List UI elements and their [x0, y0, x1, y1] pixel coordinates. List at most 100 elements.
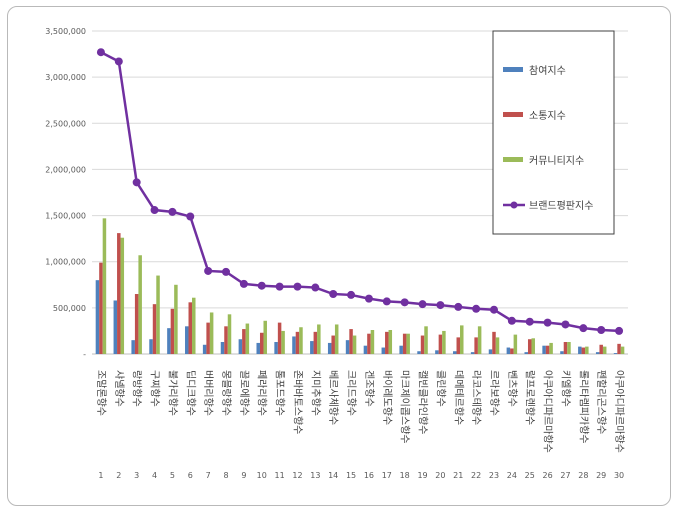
- legend-label: 브랜드평판지수: [529, 200, 593, 212]
- bar-소통지수: [492, 331, 496, 354]
- x-index-label: 2: [116, 471, 121, 480]
- x-index-label: 17: [382, 471, 392, 480]
- bar-커뮤니티지수: [549, 342, 553, 354]
- x-category-label: 롤리타렘피카향수: [577, 370, 589, 444]
- bar-소통지수: [599, 344, 603, 354]
- bar-소통지수: [117, 233, 121, 354]
- bar-커뮤니티지수: [245, 323, 250, 354]
- x-index-label: 10: [257, 471, 267, 480]
- x-index-label: 25: [525, 471, 535, 480]
- bar-참여지수: [417, 351, 421, 354]
- point-브랜드평판지수: [490, 305, 498, 314]
- y-tick-label: 3,000,000: [45, 73, 86, 82]
- x-category-label: 구찌향수: [149, 370, 161, 407]
- bar-커뮤니티지수: [263, 320, 267, 354]
- bar-커뮤니티지수: [620, 346, 625, 354]
- x-category-label: 르라보향수: [488, 370, 500, 416]
- bar-소통지수: [617, 343, 621, 354]
- legend-box: [492, 30, 615, 235]
- point-브랜드평판지수: [150, 206, 159, 215]
- bar-소통지수: [456, 337, 461, 354]
- bar-커뮤니티지수: [156, 275, 160, 354]
- point-브랜드평판지수: [204, 266, 213, 275]
- point-브랜드평판지수: [436, 301, 445, 310]
- point-브랜드평판지수: [400, 298, 409, 307]
- x-index-label: 5: [170, 471, 175, 480]
- x-category-label: 크리드향수: [345, 370, 357, 416]
- x-index-label: 21: [453, 471, 463, 480]
- x-category-label: 라코스테향수: [470, 370, 482, 425]
- bar-커뮤니티지수: [442, 330, 446, 354]
- bar-커뮤니티지수: [406, 333, 410, 354]
- bar-참여지수: [578, 346, 582, 354]
- x-category-label: 아쿠아디파르마향수: [542, 370, 554, 453]
- x-index-label: 15: [346, 471, 356, 480]
- point-브랜드평판지수: [186, 212, 195, 221]
- x-category-label: 버버리향수: [202, 370, 214, 416]
- bar-소통지수: [206, 322, 210, 354]
- bar-커뮤니티지수: [299, 327, 303, 354]
- bar-커뮤니티지수: [281, 330, 285, 354]
- y-tick-label: 2,500,000: [45, 119, 86, 128]
- point-브랜드평판지수: [293, 282, 302, 291]
- x-index-label: 13: [310, 471, 320, 480]
- bar-소통지수: [134, 294, 139, 354]
- point-브랜드평판지수: [329, 290, 338, 299]
- x-category-label: 존바바토스향수: [291, 370, 303, 434]
- x-index-label: 8: [223, 471, 228, 480]
- point-브랜드평판지수: [382, 297, 391, 306]
- bar-소통지수: [563, 342, 568, 354]
- legend-swatch-커뮤니티지수: [503, 157, 523, 162]
- bar-소통지수: [331, 335, 335, 354]
- legend-swatch-소통지수: [503, 112, 523, 117]
- x-category-label: 지미추향수: [309, 370, 321, 416]
- bar-소통지수: [295, 331, 300, 354]
- bar-소통지수: [438, 334, 443, 354]
- point-브랜드평판지수: [525, 317, 534, 326]
- x-index-label: 1: [98, 471, 103, 480]
- bar-소통지수: [474, 337, 478, 354]
- bar-소통지수: [581, 347, 586, 354]
- bar-참여지수: [542, 345, 546, 354]
- bar-커뮤니티지수: [460, 325, 464, 354]
- bar-커뮤니티지수: [352, 335, 357, 354]
- x-index-label: 14: [328, 471, 338, 480]
- x-category-label: 샤넬향수: [113, 370, 125, 407]
- point-브랜드평판지수: [239, 279, 248, 288]
- bar-참여지수: [292, 336, 296, 354]
- point-브랜드평판지수: [257, 281, 266, 290]
- bar-참여지수: [256, 342, 260, 354]
- bar-참여지수: [238, 339, 243, 354]
- point-브랜드평판지수: [615, 326, 624, 335]
- legend-label: 소통지수: [529, 110, 566, 122]
- point-브랜드평판지수: [454, 302, 463, 311]
- bar-참여지수: [220, 342, 225, 354]
- x-category-label: 겐조향수: [363, 370, 375, 407]
- bar-커뮤니티지수: [585, 346, 589, 354]
- x-index-label: 26: [543, 471, 553, 480]
- x-category-label: 페라리향수: [256, 370, 268, 416]
- bar-커뮤니티지수: [138, 255, 142, 354]
- bar-참여지수: [310, 341, 314, 354]
- point-브랜드평판지수: [168, 207, 177, 216]
- bar-커뮤니티지수: [495, 337, 500, 354]
- x-index-label: 16: [364, 471, 374, 480]
- x-category-label: 랑방향수: [131, 370, 143, 407]
- bar-참여지수: [95, 280, 100, 354]
- bar-커뮤니티지수: [388, 330, 393, 354]
- bar-커뮤니티지수: [370, 330, 375, 354]
- bar-참여지수: [506, 347, 511, 354]
- point-브랜드평판지수: [418, 300, 427, 309]
- x-index-label: 20: [435, 471, 445, 480]
- x-category-label: 클린향수: [434, 370, 446, 407]
- legend-label: 커뮤니티지수: [529, 155, 584, 167]
- bar-참여지수: [185, 326, 189, 354]
- bar-커뮤니티지수: [209, 312, 214, 354]
- bar-소통지수: [527, 339, 532, 354]
- bar-참여지수: [202, 344, 207, 354]
- bar-커뮤니티지수: [317, 324, 321, 354]
- x-category-label: 데메테르향수: [452, 370, 464, 425]
- point-브랜드평판지수: [311, 283, 320, 292]
- bar-소통지수: [385, 331, 389, 354]
- x-index-label: 24: [507, 471, 517, 480]
